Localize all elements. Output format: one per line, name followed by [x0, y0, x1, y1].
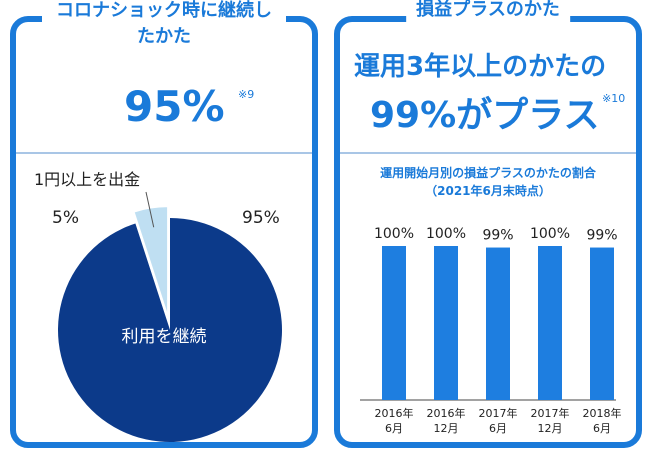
left-note: ※9 [238, 88, 255, 101]
bar-value-label-0: 100% [374, 226, 414, 242]
bar-value-label-2: 99% [482, 228, 513, 244]
bar-value-label-4: 99% [586, 228, 617, 244]
left-divider [16, 152, 312, 154]
pie-small-value-label: 5% [52, 208, 79, 228]
pie-main-slice-label: 利用を継続 [122, 327, 207, 347]
bar-1 [434, 246, 458, 400]
bar-chart-title: 運用開始月別の損益プラスのかたの割合 [380, 166, 596, 180]
bar-0 [382, 246, 406, 400]
bar-chart: 100% 100% 99% 100% 99% [360, 226, 618, 401]
right-panel: 損益プラスのかた 運用3年以上のかたの 99%がプラス ※10 運用開始月別の損… [334, 0, 642, 448]
pie-main-value-label: 95% [242, 208, 280, 228]
bar-x-label-1: 2016年 12月 [426, 407, 466, 435]
right-headline-line1: 運用3年以上のかたの [354, 52, 607, 82]
bar-x-label-2: 2017年 6月 [478, 407, 518, 435]
right-headline-line2: 99%がプラス [370, 95, 600, 136]
left-panel-title: コロナショック時に継続したかた [42, 0, 286, 50]
bar-4 [590, 247, 614, 400]
bar-value-label-3: 100% [530, 226, 570, 242]
right-note: ※10 [602, 92, 626, 105]
pie-callout-leader [145, 191, 155, 228]
pie-slice-withdraw [132, 205, 170, 319]
bar-x-label-3: 2017年 12月 [530, 407, 570, 435]
left-panel: コロナショック時に継続したかた 95% ※9 1円以上を出金 5% 95% 利用… [10, 0, 318, 448]
pie-callout-label: 1円以上を出金 [34, 170, 141, 189]
pie-slice-continue [58, 218, 283, 442]
right-divider [340, 152, 636, 154]
pie-chart: 利用を継続 [58, 191, 283, 442]
bar-value-label-1: 100% [426, 226, 466, 242]
bar-x-label-0: 2016年 6月 [374, 407, 414, 435]
right-panel-title: 損益プラスのかた [406, 0, 570, 22]
bar-3 [538, 246, 562, 400]
bar-x-label-4: 2018年 6月 [582, 407, 622, 435]
left-big-value: 95% [124, 82, 225, 131]
bar-2 [486, 247, 510, 400]
bar-chart-subtitle: （2021年6月末時点） [425, 184, 551, 198]
